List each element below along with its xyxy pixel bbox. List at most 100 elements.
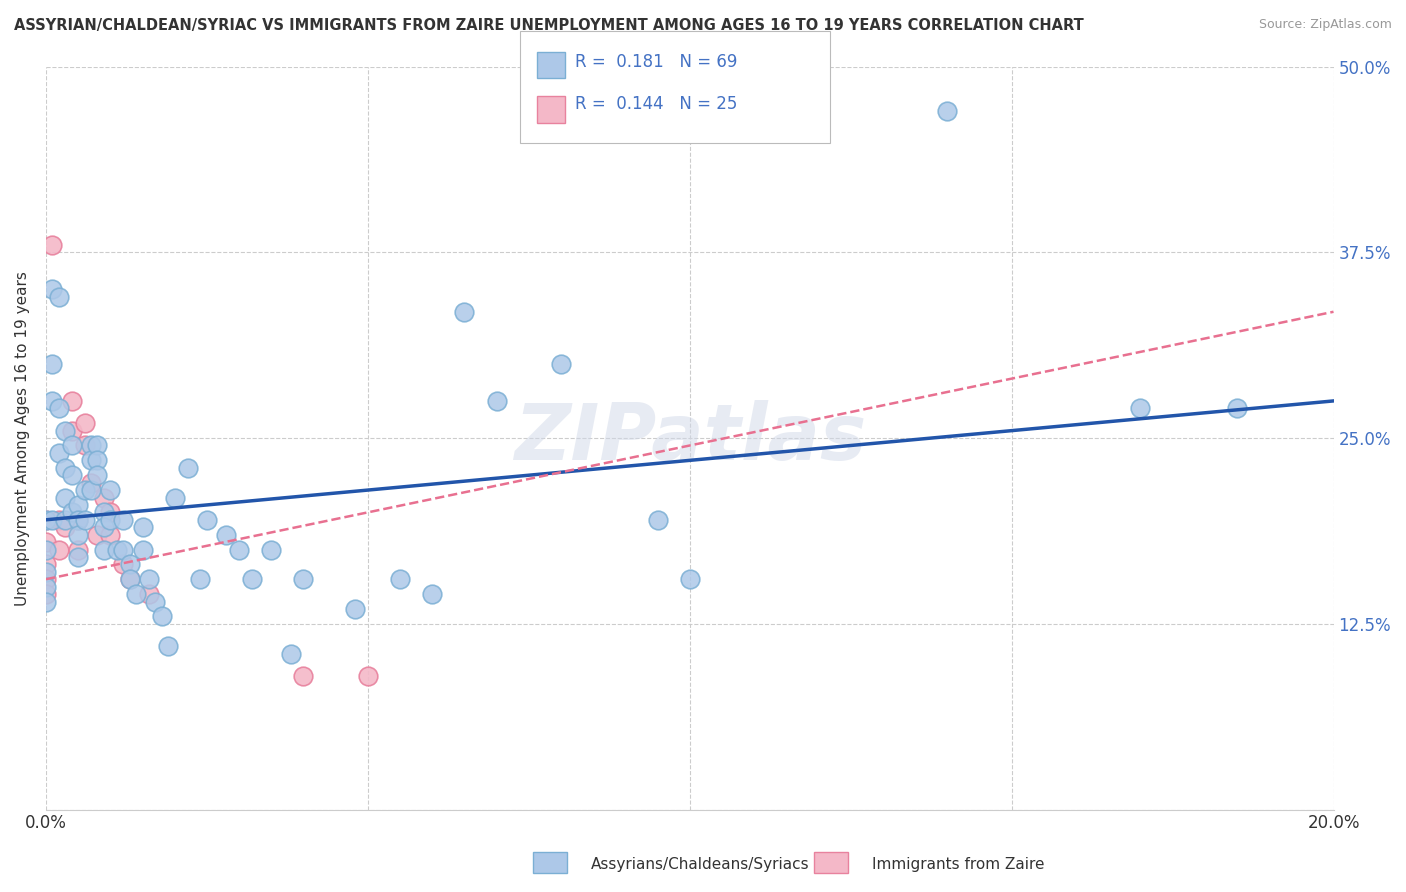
Point [41,283,63,297]
Point [215,527,238,541]
Point [48,290,70,304]
Point [93,505,115,519]
Point [550,357,572,371]
Point [118,558,141,572]
Point [292,572,315,586]
Text: R =  0.144   N = 25: R = 0.144 N = 25 [575,95,737,113]
Point [35,565,58,579]
Point [35,513,58,527]
Point [157,639,180,653]
Point [73,416,96,430]
Text: Source: ZipAtlas.com: Source: ZipAtlas.com [1258,18,1392,31]
Point [35,535,58,549]
Point [647,513,669,527]
Point [80,475,103,490]
Text: Immigrants from Zaire: Immigrants from Zaire [872,857,1045,872]
Point [240,572,263,586]
Point [35,580,58,594]
Point [80,483,103,497]
Point [53,513,76,527]
Point [86,453,108,467]
Point [228,542,250,557]
Point [41,238,63,252]
Point [53,491,76,505]
Point [98,505,121,519]
Point [67,513,90,527]
Point [118,572,141,586]
Text: ZIPatlas: ZIPatlas [513,401,866,476]
Point [98,483,121,497]
Point [93,542,115,557]
Point [131,542,153,557]
Point [41,393,63,408]
Point [80,453,103,467]
Point [60,468,83,483]
Point [420,587,443,601]
Point [389,572,412,586]
Point [98,513,121,527]
Point [86,438,108,452]
Point [357,669,380,683]
Point [48,446,70,460]
Point [1226,401,1249,416]
Point [112,558,135,572]
Point [145,594,167,608]
Point [453,305,475,319]
Y-axis label: Unemployment Among Ages 16 to 19 years: Unemployment Among Ages 16 to 19 years [15,270,30,606]
Point [53,424,76,438]
Point [679,572,702,586]
Point [41,357,63,371]
Point [35,572,58,586]
Point [35,542,58,557]
Point [80,438,103,452]
Point [138,587,160,601]
Point [190,572,212,586]
Point [118,572,141,586]
Point [35,513,58,527]
Point [176,460,198,475]
Point [60,424,83,438]
Point [485,393,508,408]
Point [67,542,90,557]
Point [280,647,302,661]
Point [48,401,70,416]
Text: ASSYRIAN/CHALDEAN/SYRIAC VS IMMIGRANTS FROM ZAIRE UNEMPLOYMENT AMONG AGES 16 TO : ASSYRIAN/CHALDEAN/SYRIAC VS IMMIGRANTS F… [14,18,1084,33]
Point [41,513,63,527]
Point [86,527,108,541]
Point [35,558,58,572]
Point [35,587,58,601]
Point [112,542,135,557]
Point [138,572,160,586]
Point [48,542,70,557]
Point [93,491,115,505]
Point [67,549,90,564]
Point [86,468,108,483]
Point [98,527,121,541]
Point [60,393,83,408]
Point [67,527,90,541]
Point [292,669,315,683]
Point [35,594,58,608]
Point [1129,401,1152,416]
Text: R =  0.181   N = 69: R = 0.181 N = 69 [575,53,737,70]
Point [67,513,90,527]
Point [125,587,148,601]
Point [936,104,959,119]
Point [343,602,366,616]
Point [150,609,173,624]
Point [260,542,283,557]
Point [195,513,218,527]
Point [163,491,186,505]
Point [131,520,153,534]
Text: Assyrians/Chaldeans/Syriacs: Assyrians/Chaldeans/Syriacs [591,857,808,872]
Point [105,542,128,557]
Point [60,438,83,452]
Point [48,513,70,527]
Point [112,513,135,527]
Point [67,498,90,512]
Point [53,520,76,534]
Point [93,520,115,534]
Point [60,505,83,519]
Point [73,438,96,452]
Point [53,460,76,475]
